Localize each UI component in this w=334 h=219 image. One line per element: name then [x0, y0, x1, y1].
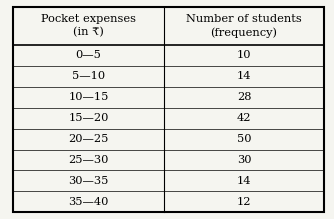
Text: 10: 10: [237, 50, 251, 60]
Text: 20—25: 20—25: [68, 134, 109, 144]
Text: 25—30: 25—30: [68, 155, 109, 165]
Text: 35—40: 35—40: [68, 197, 109, 207]
Text: Number of students: Number of students: [186, 14, 302, 24]
Text: Pocket expenses: Pocket expenses: [41, 14, 136, 24]
Text: 50: 50: [237, 134, 251, 144]
Text: 15—20: 15—20: [68, 113, 109, 123]
Text: 30: 30: [237, 155, 251, 165]
Text: 14: 14: [237, 71, 251, 81]
Text: 30—35: 30—35: [68, 176, 109, 186]
Text: 42: 42: [237, 113, 251, 123]
Text: 12: 12: [237, 197, 251, 207]
Text: 5—10: 5—10: [72, 71, 105, 81]
Text: (frequency): (frequency): [210, 27, 278, 38]
Text: 10—15: 10—15: [68, 92, 109, 102]
Text: 28: 28: [237, 92, 251, 102]
Text: 14: 14: [237, 176, 251, 186]
Text: 0—5: 0—5: [76, 50, 102, 60]
Text: (in ₹): (in ₹): [73, 27, 104, 38]
